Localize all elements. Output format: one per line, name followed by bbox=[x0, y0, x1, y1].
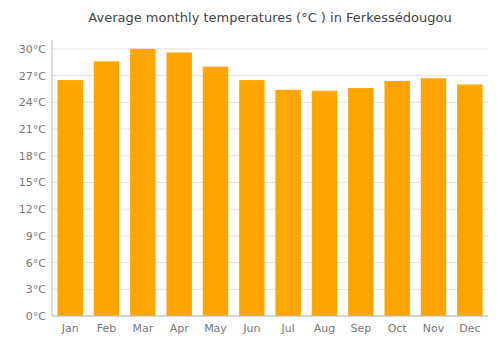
y-axis-line bbox=[52, 40, 53, 316]
x-tick-label: Dec bbox=[459, 322, 480, 335]
bar bbox=[203, 67, 228, 316]
x-tick-label: Aug bbox=[314, 322, 335, 335]
y-tick-labels: 0°C 3°C 6°C 9°C 12°C 15°C 18°C 21°C 24°C 27°C 30°C bbox=[19, 43, 46, 323]
x-tick-label: Jun bbox=[242, 322, 260, 335]
y-tick-label: 3°C bbox=[26, 283, 46, 296]
y-tick-label: 15°C bbox=[19, 176, 46, 189]
bar bbox=[275, 90, 300, 316]
bar bbox=[384, 81, 409, 316]
y-tick-label: 27°C bbox=[19, 70, 46, 83]
x-tick-label: May bbox=[204, 322, 227, 335]
bars bbox=[57, 49, 482, 316]
y-tick-label: 30°C bbox=[19, 43, 46, 56]
bar bbox=[94, 61, 119, 316]
x-tick-label: Nov bbox=[423, 322, 445, 335]
bar bbox=[130, 49, 155, 316]
bar bbox=[348, 88, 373, 316]
x-axis-line bbox=[52, 316, 488, 317]
x-tick-label: Apr bbox=[170, 322, 190, 335]
y-tick-label: 18°C bbox=[19, 150, 46, 163]
bar bbox=[421, 78, 446, 316]
bar bbox=[57, 80, 82, 316]
chart: Average monthly temperatures (°C ) in Fe… bbox=[0, 0, 500, 350]
chart-container: Average monthly temperatures (°C ) in Fe… bbox=[0, 0, 500, 350]
x-tick-label: Jul bbox=[281, 322, 295, 335]
bar bbox=[457, 85, 482, 316]
grid-line bbox=[52, 48, 488, 49]
y-tick-label: 21°C bbox=[19, 123, 46, 136]
x-tick-label: Oct bbox=[388, 322, 408, 335]
x-tick-label: Jan bbox=[61, 322, 79, 335]
y-tick-label: 6°C bbox=[26, 257, 46, 270]
grid-line bbox=[52, 316, 488, 317]
y-tick-label: 24°C bbox=[19, 96, 46, 109]
y-tick-label: 0°C bbox=[26, 310, 46, 323]
y-grid bbox=[52, 49, 488, 316]
y-tick-label: 9°C bbox=[26, 230, 46, 243]
bar bbox=[312, 91, 337, 316]
y-tick-label: 12°C bbox=[19, 203, 46, 216]
bar bbox=[166, 52, 191, 316]
x-tick-label: Feb bbox=[97, 322, 116, 335]
title: Average monthly temperatures (°C ) in Fe… bbox=[88, 10, 451, 25]
bar bbox=[239, 80, 264, 316]
x-tick-labels: Jan Feb Mar Apr May Jun Jul Aug Sep Oct Nov Dec bbox=[61, 322, 481, 335]
x-tick-label: Mar bbox=[132, 322, 153, 335]
x-tick-label: Sep bbox=[350, 322, 371, 335]
